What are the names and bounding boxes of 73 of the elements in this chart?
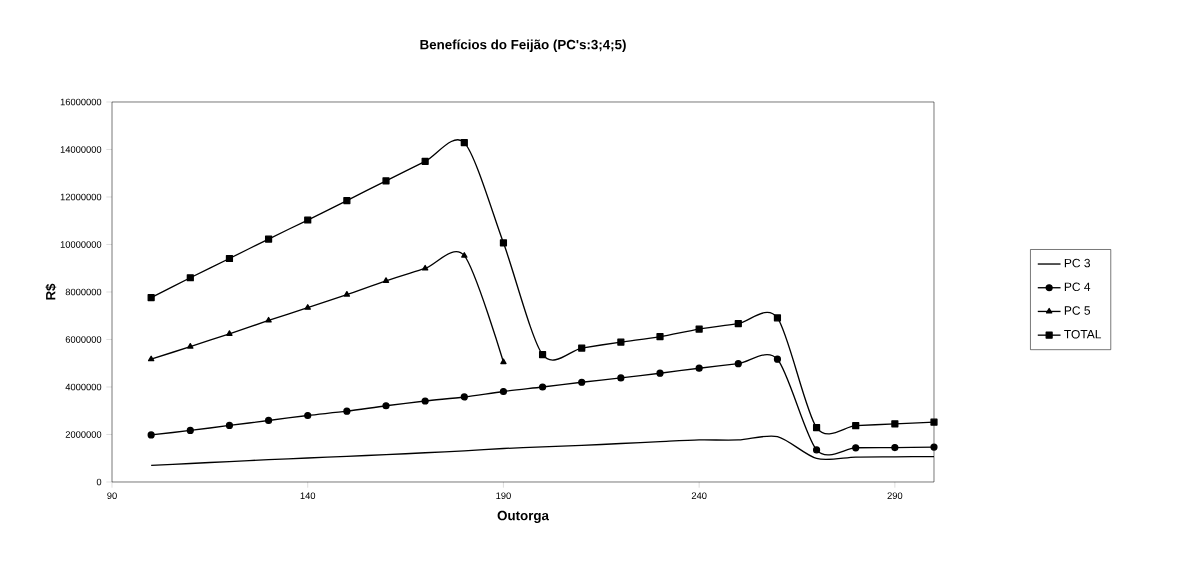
point <box>930 443 938 451</box>
y-tick-label: 6000000 <box>65 336 102 343</box>
point <box>304 216 312 224</box>
point <box>773 355 782 363</box>
legend-label: PC 4 <box>1064 282 1091 292</box>
point <box>147 294 155 302</box>
x-tick-label: 240 <box>691 492 707 499</box>
y-tick-label: 8000000 <box>65 288 102 296</box>
point <box>656 333 664 341</box>
y-tick-label: 14000000 <box>60 146 102 153</box>
point <box>225 254 234 263</box>
point <box>187 343 194 349</box>
point <box>852 444 860 452</box>
point <box>343 407 351 415</box>
point <box>304 304 311 310</box>
point <box>930 418 938 426</box>
y-tick-label: 2000000 <box>65 431 102 438</box>
point <box>656 369 664 377</box>
point <box>734 319 742 328</box>
y-tick-label: 4000000 <box>65 383 102 391</box>
point <box>812 424 821 432</box>
y-axis-title: R$ <box>45 283 57 300</box>
point <box>225 421 234 430</box>
point <box>421 264 429 271</box>
point <box>265 316 272 323</box>
point <box>382 402 390 410</box>
point <box>734 360 742 368</box>
point <box>891 420 899 428</box>
point <box>304 411 312 420</box>
point <box>617 374 625 382</box>
point <box>343 196 351 205</box>
point <box>382 277 390 283</box>
point <box>147 355 155 362</box>
point <box>343 291 351 297</box>
point <box>538 351 547 359</box>
point <box>538 383 547 391</box>
x-tick-label: 190 <box>496 492 511 499</box>
x-tick-label: 140 <box>300 492 316 499</box>
point <box>891 443 899 452</box>
point <box>695 325 703 333</box>
point <box>421 157 429 165</box>
x-tick-label: 90 <box>107 492 117 499</box>
legend-label: PC 3 <box>1064 258 1091 268</box>
point <box>499 387 508 396</box>
y-tick-label: 16000000 <box>60 98 102 106</box>
point <box>695 364 703 372</box>
legend-label: TOTAL <box>1064 329 1102 339</box>
point <box>499 239 508 247</box>
point <box>578 344 586 352</box>
point <box>617 338 625 346</box>
point <box>147 431 155 439</box>
point <box>382 177 390 185</box>
y-tick-label: 0 <box>96 478 102 486</box>
y-tick-label: 10000000 <box>60 241 102 248</box>
point <box>460 393 468 401</box>
point <box>852 422 860 430</box>
x-axis-title: Outorga <box>497 510 550 523</box>
point <box>500 358 507 365</box>
point <box>460 139 468 147</box>
point <box>226 330 233 336</box>
point <box>773 314 782 322</box>
point <box>264 416 273 425</box>
point <box>578 378 586 386</box>
point <box>812 446 821 454</box>
point <box>264 235 273 243</box>
legend-label: PC 5 <box>1064 306 1091 315</box>
point <box>421 397 429 405</box>
point <box>186 274 194 282</box>
y-tick-label: 12000000 <box>60 193 102 201</box>
point <box>461 252 468 258</box>
chart-title: Benefícios do Feijão (PC's:3;4;5) <box>420 39 626 52</box>
x-tick-label: 290 <box>887 492 903 499</box>
point <box>186 426 194 435</box>
